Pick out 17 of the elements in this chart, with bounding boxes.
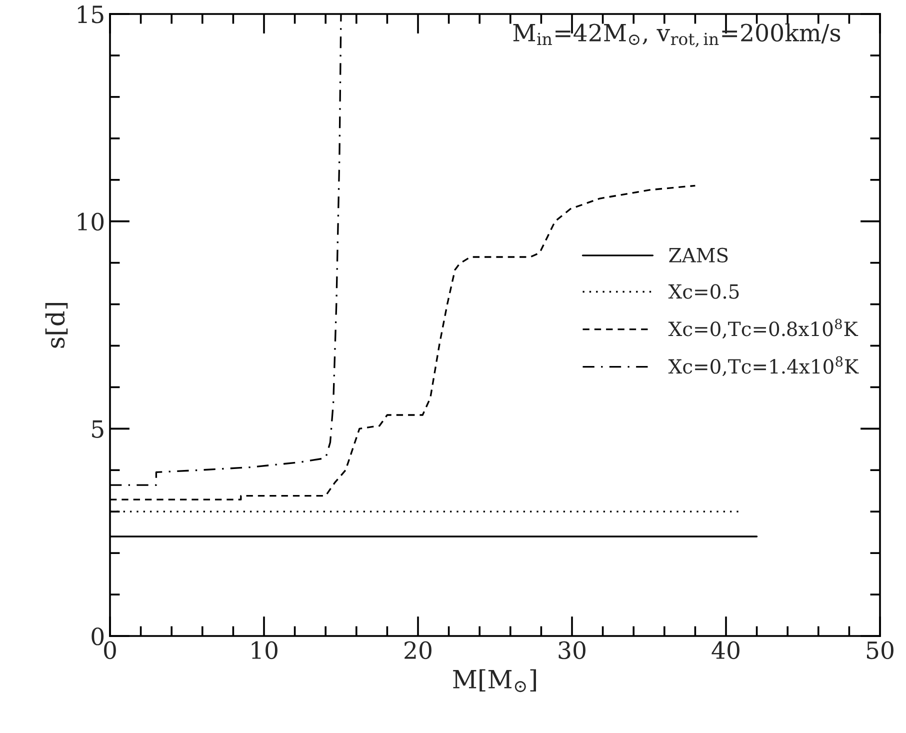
y-tick-label: 10 bbox=[78, 212, 104, 231]
x-tick-label: 50 bbox=[866, 641, 894, 660]
x-tick-label: 20 bbox=[404, 641, 432, 660]
x-tick-label: 40 bbox=[712, 641, 740, 660]
y-tick-label: 5 bbox=[92, 420, 104, 438]
legend-label: Xc=0,Tc=0.8x10$^{8}$K bbox=[668, 318, 858, 339]
x-tick-label: 10 bbox=[252, 641, 278, 660]
y-tick-label: 0 bbox=[92, 627, 104, 646]
legend-label: Xc=0,Tc=1.4x10$^{8}$K bbox=[668, 356, 859, 376]
y-axis-title: s[d] bbox=[45, 302, 68, 348]
annotation: M$_{in}$=42M$_{⊙}$, v$_{rot,in}$=200km/s bbox=[513, 23, 840, 48]
x-tick-label: 0 bbox=[104, 641, 116, 660]
x-tick-label: 30 bbox=[558, 641, 586, 660]
legend-label: Xc=0.5 bbox=[668, 284, 739, 299]
x-axis-title: M[M$_{⊙}$] bbox=[453, 669, 536, 692]
y-tick-label: 15 bbox=[78, 5, 104, 24]
legend-label: ZAMS bbox=[669, 248, 728, 263]
